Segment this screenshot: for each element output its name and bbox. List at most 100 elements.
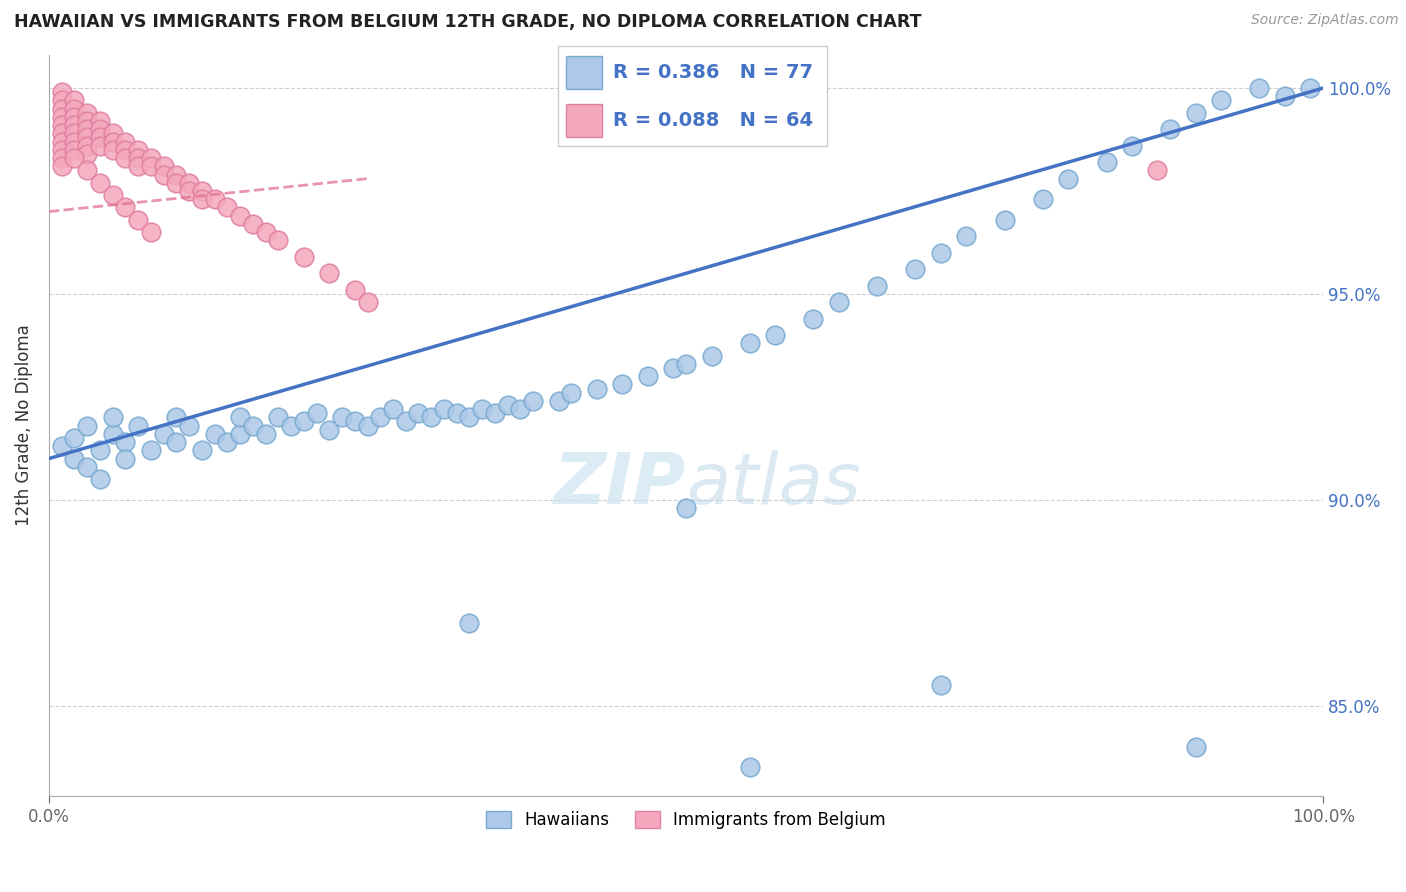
Point: [51, 151, 73, 165]
Point: [139, 151, 162, 165]
Point: [114, 143, 136, 157]
Legend: Hawaiians, Immigrants from Belgium: Hawaiians, Immigrants from Belgium: [479, 805, 893, 836]
Point: [76, 122, 98, 136]
Point: [738, 336, 761, 351]
Point: [612, 377, 634, 392]
Point: [191, 443, 214, 458]
Point: [330, 410, 353, 425]
Point: [675, 500, 697, 515]
Point: [114, 151, 136, 165]
Point: [63, 431, 86, 445]
Text: Source: ZipAtlas.com: Source: ZipAtlas.com: [1251, 13, 1399, 28]
Point: [305, 406, 328, 420]
Point: [89, 176, 111, 190]
Point: [433, 402, 456, 417]
FancyBboxPatch shape: [558, 45, 827, 146]
Text: R = 0.088   N = 64: R = 0.088 N = 64: [613, 111, 813, 130]
Point: [51, 102, 73, 116]
Point: [1211, 94, 1233, 108]
Text: atlas: atlas: [686, 450, 860, 519]
Point: [114, 135, 136, 149]
Point: [89, 114, 111, 128]
Point: [1249, 81, 1271, 95]
Point: [127, 143, 149, 157]
Point: [763, 328, 786, 343]
Point: [63, 143, 86, 157]
Point: [509, 402, 531, 417]
Point: [139, 225, 162, 239]
Point: [1184, 105, 1206, 120]
Point: [127, 159, 149, 173]
Point: [318, 266, 340, 280]
Point: [217, 435, 239, 450]
Point: [254, 225, 277, 239]
Point: [217, 201, 239, 215]
Point: [76, 147, 98, 161]
Point: [343, 283, 366, 297]
Point: [51, 143, 73, 157]
Text: ZIP: ZIP: [554, 450, 686, 519]
Point: [1299, 81, 1322, 95]
Point: [343, 415, 366, 429]
Point: [152, 426, 174, 441]
Point: [395, 415, 418, 429]
Point: [484, 406, 506, 420]
Point: [229, 426, 252, 441]
Point: [89, 443, 111, 458]
Point: [356, 418, 378, 433]
Point: [471, 402, 494, 417]
Point: [114, 201, 136, 215]
Point: [1032, 192, 1054, 206]
Point: [662, 361, 685, 376]
Point: [204, 426, 226, 441]
Point: [318, 423, 340, 437]
Point: [229, 410, 252, 425]
Point: [1121, 138, 1143, 153]
Point: [420, 410, 443, 425]
Point: [76, 138, 98, 153]
Point: [63, 118, 86, 132]
Point: [1159, 122, 1181, 136]
Point: [63, 151, 86, 165]
Point: [738, 760, 761, 774]
Point: [955, 229, 977, 244]
Point: [76, 418, 98, 433]
Point: [51, 110, 73, 124]
Point: [929, 678, 952, 692]
Point: [866, 278, 889, 293]
Point: [127, 212, 149, 227]
Point: [51, 159, 73, 173]
Point: [229, 209, 252, 223]
Point: [76, 163, 98, 178]
Point: [700, 349, 723, 363]
Point: [929, 245, 952, 260]
Point: [1184, 739, 1206, 754]
Point: [127, 151, 149, 165]
Point: [89, 130, 111, 145]
Point: [63, 110, 86, 124]
Point: [368, 410, 391, 425]
Point: [280, 418, 302, 433]
Point: [101, 426, 124, 441]
Point: [76, 130, 98, 145]
Point: [1146, 163, 1168, 178]
Point: [356, 295, 378, 310]
Point: [242, 418, 264, 433]
Point: [458, 410, 481, 425]
Point: [242, 217, 264, 231]
Bar: [567, 56, 602, 88]
Text: R = 0.386   N = 77: R = 0.386 N = 77: [613, 62, 813, 82]
Point: [165, 410, 187, 425]
Point: [446, 406, 468, 420]
Point: [101, 188, 124, 202]
Point: [63, 451, 86, 466]
Point: [63, 126, 86, 140]
Point: [51, 439, 73, 453]
Point: [179, 418, 201, 433]
Point: [63, 135, 86, 149]
Point: [1095, 155, 1118, 169]
Text: HAWAIIAN VS IMMIGRANTS FROM BELGIUM 12TH GRADE, NO DIPLOMA CORRELATION CHART: HAWAIIAN VS IMMIGRANTS FROM BELGIUM 12TH…: [14, 13, 921, 31]
Point: [165, 168, 187, 182]
Point: [76, 105, 98, 120]
Point: [496, 398, 519, 412]
